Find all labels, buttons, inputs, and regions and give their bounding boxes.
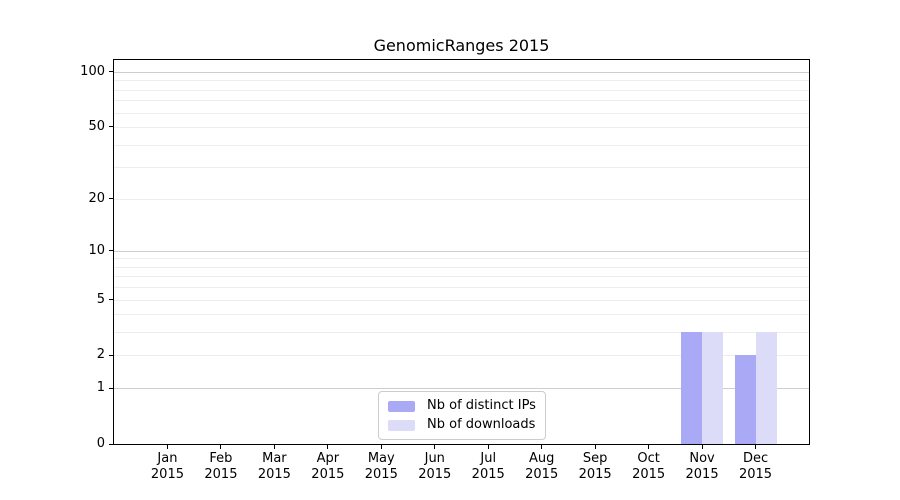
x-tick [327, 445, 329, 449]
minor-gridline [114, 80, 809, 82]
major-gridline [114, 388, 809, 390]
x-tick-label: Apr 2015 [311, 451, 345, 482]
minor-gridline [114, 89, 809, 91]
minor-gridline [114, 112, 809, 114]
x-tick-label: Aug 2015 [525, 451, 559, 482]
x-tick-label: Mar 2015 [257, 451, 291, 482]
minor-gridline [114, 299, 809, 301]
minor-gridline [114, 198, 809, 200]
y-tick-label: 5 [96, 291, 105, 307]
bar-layer [114, 60, 809, 444]
y-tick [109, 299, 113, 301]
legend-swatch-distinct-ips [388, 400, 415, 412]
minor-gridline [114, 266, 809, 268]
x-tick [487, 445, 489, 449]
minor-gridline [114, 100, 809, 102]
legend-item-distinct-ips: Nb of distinct IPs [388, 398, 536, 414]
minor-gridline [114, 258, 809, 260]
x-tick-label: Oct 2015 [632, 451, 666, 482]
x-tick [380, 445, 382, 449]
major-gridline [114, 250, 809, 252]
y-tick [109, 126, 113, 128]
minor-gridline [114, 276, 809, 278]
x-tick [220, 445, 222, 449]
legend-item-downloads: Nb of downloads [388, 417, 536, 433]
x-tick [594, 445, 596, 449]
minor-gridline [114, 167, 809, 169]
y-tick [109, 354, 113, 356]
x-tick-label: Dec 2015 [738, 451, 773, 482]
x-tick-label: Sep 2015 [578, 451, 612, 482]
x-tick [701, 445, 703, 449]
minor-gridline [114, 287, 809, 289]
y-tick [109, 387, 113, 389]
y-tick-label: 2 [96, 347, 105, 363]
y-tick-label: 0 [96, 436, 105, 451]
bar [734, 355, 756, 444]
y-tick-label: 50 [88, 118, 105, 134]
legend-label-distinct-ips: Nb of distinct IPs [427, 398, 536, 413]
gridline-layer [114, 60, 809, 444]
x-tick-label: Nov 2015 [685, 451, 719, 482]
legend: Nb of distinct IPs Nb of downloads [378, 391, 546, 440]
legend-label-downloads: Nb of downloads [427, 417, 536, 432]
legend-swatch-downloads [388, 419, 415, 431]
plot-area [113, 59, 810, 445]
minor-gridline [114, 332, 809, 334]
major-gridline [114, 71, 809, 73]
x-tick-label: Jul 2015 [471, 451, 505, 482]
minor-gridline [114, 314, 809, 316]
x-tick-label: Feb 2015 [204, 451, 238, 482]
x-tick-label: Jan 2015 [150, 451, 184, 482]
y-tick-label: 100 [80, 63, 105, 79]
x-tick [541, 445, 543, 449]
x-tick-label: Jun 2015 [418, 451, 452, 482]
y-tick [109, 71, 113, 73]
x-tick [755, 445, 757, 449]
y-tick [109, 443, 113, 445]
y-tick-label: 10 [88, 242, 105, 258]
x-tick [648, 445, 650, 449]
x-tick-label: May 2015 [364, 451, 398, 482]
y-tick [109, 198, 113, 199]
minor-gridline [114, 355, 809, 357]
bar [755, 332, 777, 444]
y-tick-label: 20 [88, 190, 105, 206]
chart-title: GenomicRanges 2015 [373, 36, 550, 55]
x-tick [434, 445, 436, 449]
x-tick [166, 445, 168, 449]
x-tick [273, 445, 275, 449]
y-tick [109, 250, 113, 252]
bar [681, 332, 703, 444]
minor-gridline [114, 144, 809, 146]
y-tick-label: 1 [96, 380, 105, 396]
minor-gridline [114, 126, 809, 128]
bar [702, 332, 724, 444]
